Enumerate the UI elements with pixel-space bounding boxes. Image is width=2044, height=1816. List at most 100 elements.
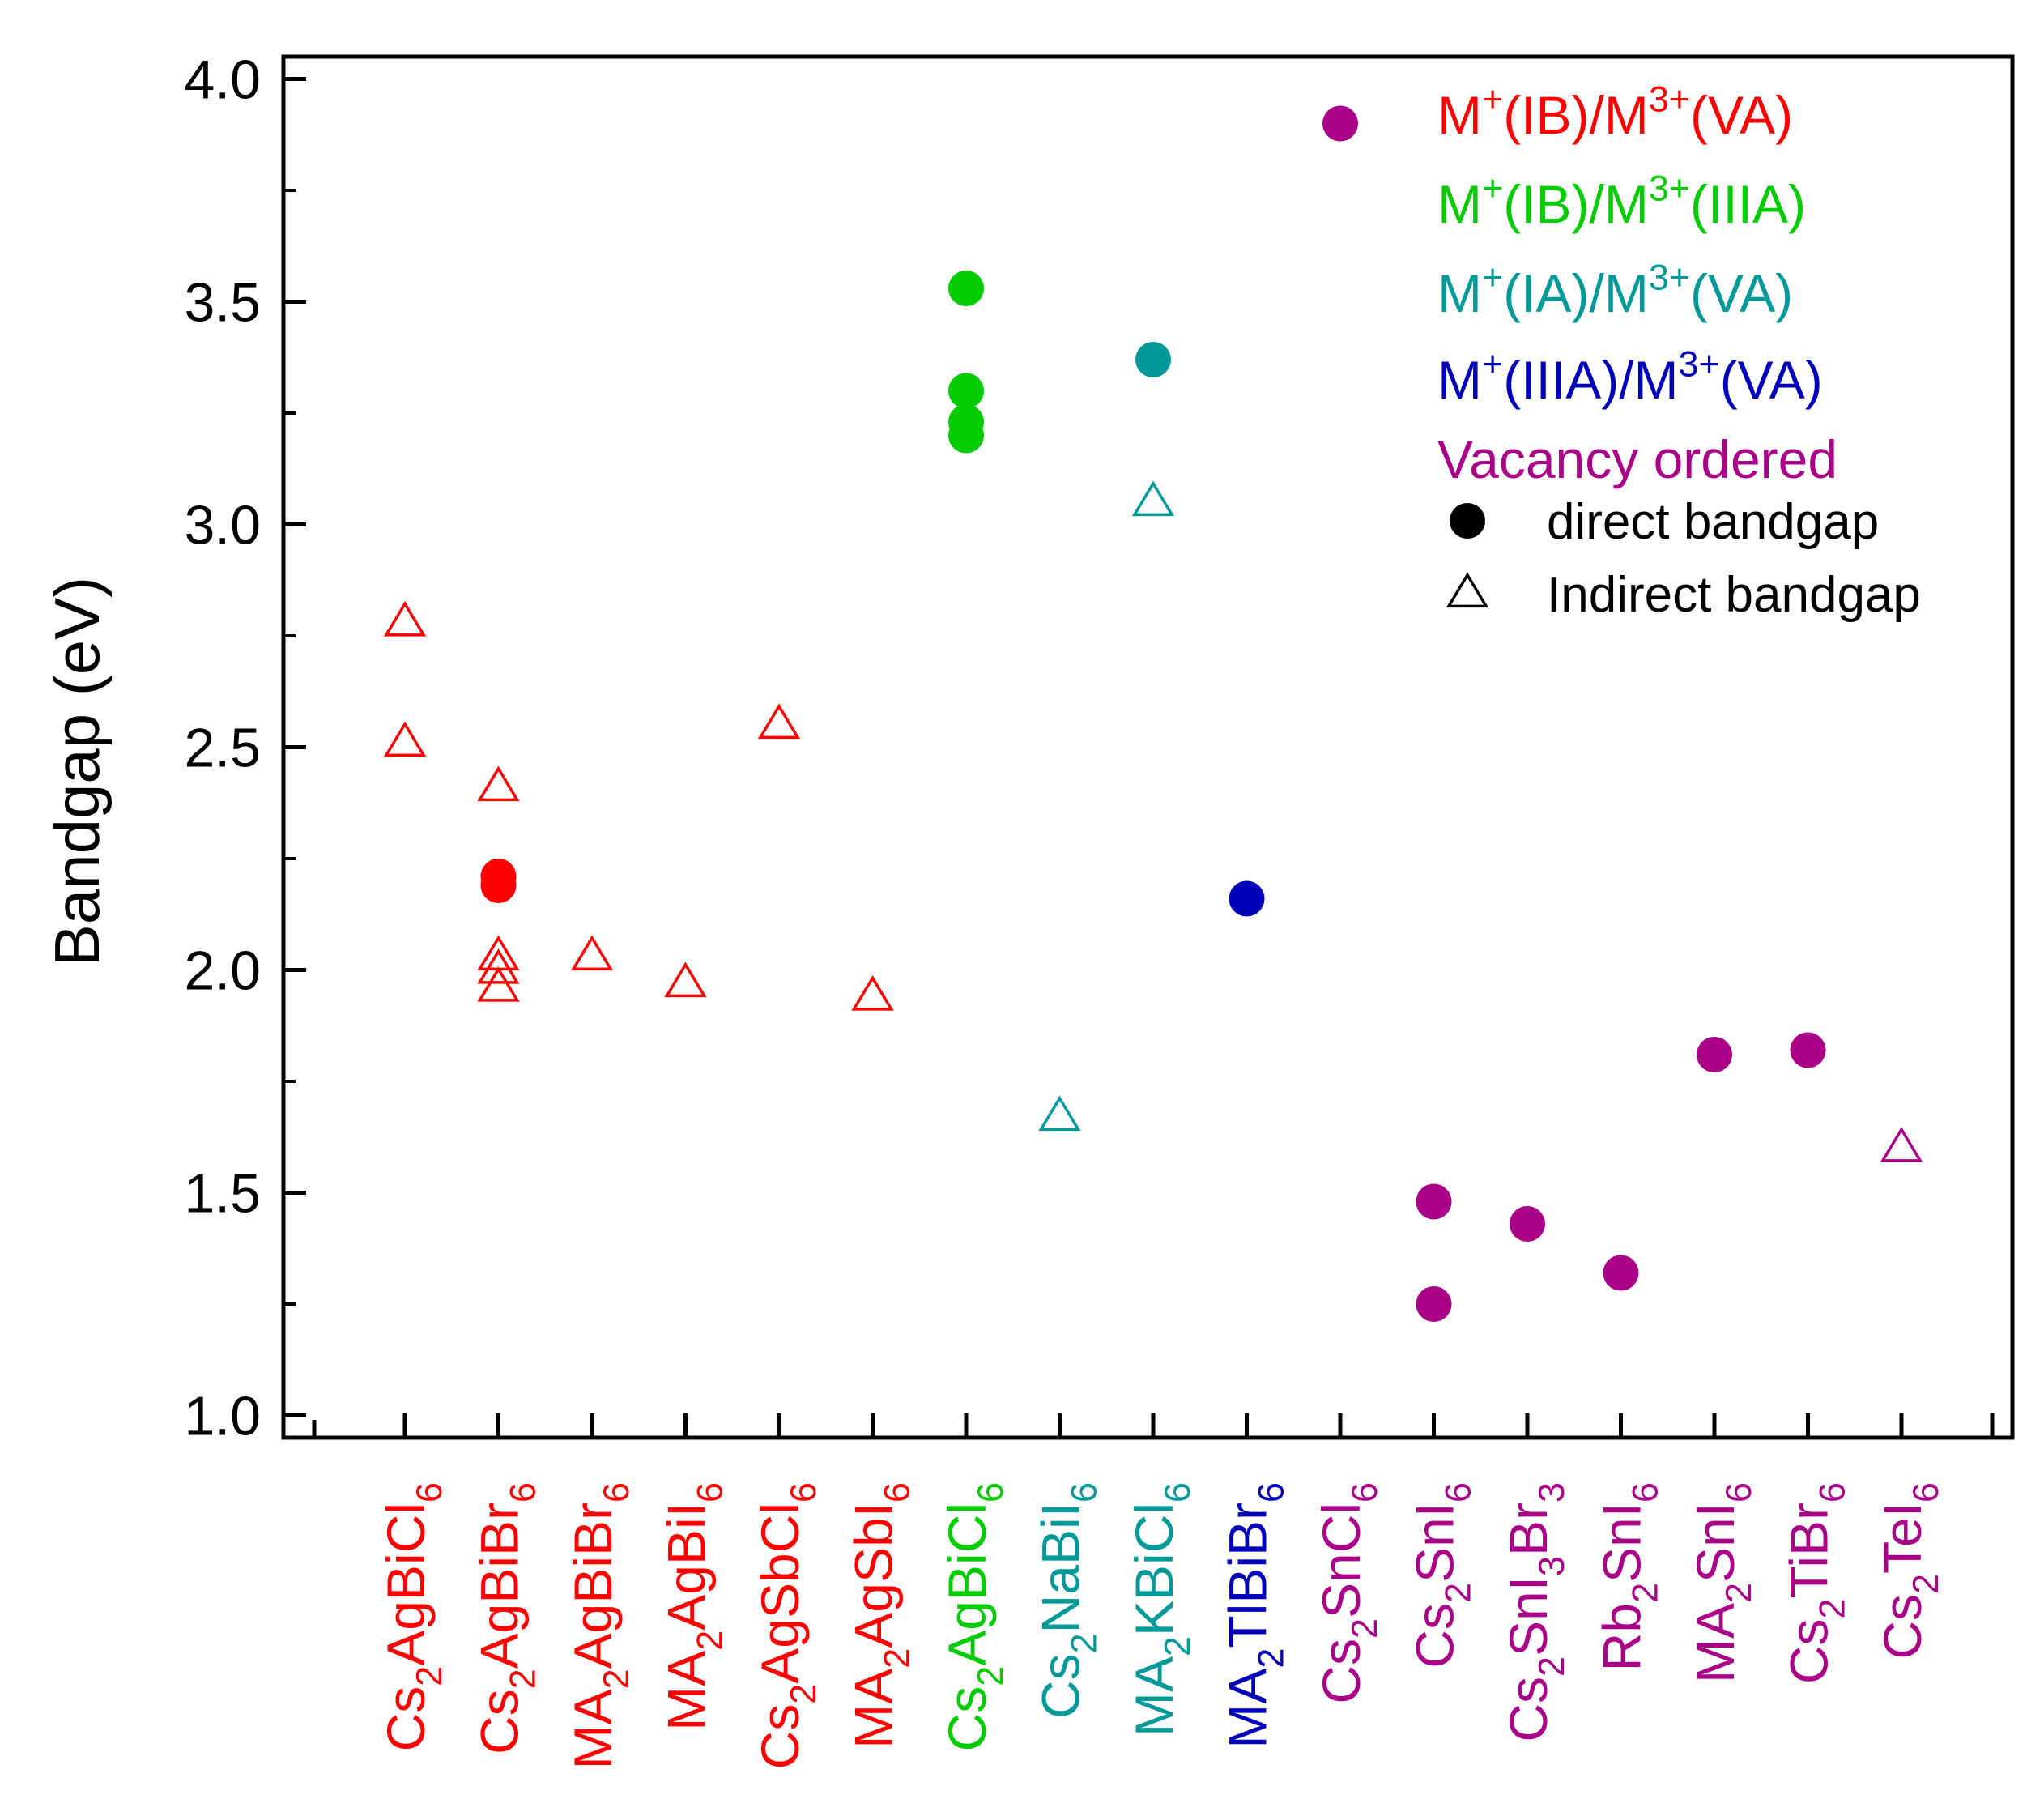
legend-entry-ia-va: M+(IA)/M3+(VA) [1437,256,1793,323]
x-tick-label: Cs2AgBiCl6 [376,1482,449,1751]
legend-marker-label: direct bandgap [1547,494,1879,550]
direct-bandgap-point [1603,1255,1639,1291]
y-tick-label: 1.0 [184,1386,261,1447]
x-tick-label-part: SnI [1405,1503,1465,1583]
legend-entry-iiia-va-part: M [1437,350,1482,410]
x-tick-label-part: 2 [689,1631,730,1651]
y-tick-label: 3.5 [184,272,261,334]
x-tick-label-part: 2 [595,1669,637,1689]
x-tick-label-part: 2 [1625,1583,1666,1603]
x-tick-label-part: Cs [1405,1603,1465,1669]
indirect-bandgap-point [383,600,427,637]
x-tick-label-part: 2 [1718,1583,1759,1603]
x-tick-label: MA2TlBiBr6 [1218,1482,1292,1749]
x-tick-label-part: 3 [1531,1556,1572,1576]
legend-entry-ib-iiia-part: (IIIA) [1690,174,1806,234]
direct-bandgap-point [1322,105,1358,142]
x-tick-label-part: MA [1218,1669,1278,1749]
y-axis-label: Bandgap (eV) [41,577,113,966]
x-tick-label: Cs2SnCl6 [1311,1482,1385,1704]
y-axis-ticks: 1.0 1.5 2.0 2.5 3.0 3.5 4.0 [184,49,306,1447]
x-tick-label-part: 2 [782,1684,824,1704]
x-tick-label-part: Cs [1872,1594,1932,1660]
legend-entry-ib-va: M+(IB)/M3+(VA) [1437,78,1793,145]
y-tick-label: 4.0 [184,49,261,111]
x-tick-label-part: 2 [1156,1636,1198,1656]
x-tick-label-part: AgSbCl [750,1503,810,1684]
x-tick-label: MA2SnI6 [1685,1482,1759,1683]
legend-entry-ib-iiia-part: M [1437,174,1482,234]
legend-entry-iiia-va: M+(IIIA)/M3+(VA) [1437,343,1823,410]
x-tick-label-part: 2 [408,1666,449,1686]
x-tick-label-part: 2 [1250,1648,1292,1669]
direct-bandgap-point [948,271,984,306]
legend-entry-ia-va-part: M [1437,263,1482,323]
legend-indirect-marker [1446,572,1489,608]
legend-entry-ia-va-part: (IA)/M [1503,263,1649,323]
legend-entry-ib-iiia: M+(IB)/M3+(IIIA) [1437,167,1806,234]
indirect-bandgap-point [851,974,894,1011]
legend-entry-iiia-va-part: + [1482,343,1503,384]
y-tick-label: 2.0 [184,940,261,1002]
legend-entry-ib-va-part: (VA) [1690,85,1793,145]
x-tick-label-part: 3 [1531,1482,1572,1503]
x-tick-label-part: AgBiI [657,1503,717,1631]
x-tick-label-part: MA [1685,1603,1745,1683]
x-tick-label-part: KBiCl [1124,1503,1184,1636]
x-tick-label: Cs2AgBiBr6 [470,1482,543,1754]
x-tick-label: Cs2TeI6 [1872,1482,1946,1660]
x-axis-ticks: Cs2AgBiCl6Cs2AgBiBr6MA2AgBiBr6MA2AgBiI6C… [312,1413,1995,1769]
direct-bandgap-point [1510,1206,1545,1242]
legend-marker-label: Indirect bandgap [1547,567,1921,623]
indirect-bandgap-point [757,703,801,740]
x-tick-label-part: MA [657,1651,717,1731]
x-tick-label-part: MA [563,1689,623,1769]
x-tick-label: MA2AgBiBr6 [563,1482,637,1769]
legend-entry-ia-va-part: (VA) [1690,263,1793,323]
x-tick-label: Cs2AgBiCl6 [937,1482,1011,1751]
x-tick-label-part: 6 [1156,1482,1198,1503]
legend-entry-ib-iiia-part: 3+ [1649,167,1690,208]
x-tick-label-part: SnI [1498,1576,1558,1656]
x-tick-label: Rb2SnI6 [1592,1482,1666,1671]
x-tick-label-part: 2 [1905,1574,1946,1594]
x-tick-label: Cs2NaBiI6 [1031,1482,1105,1719]
x-tick-label-part: Cs [376,1686,436,1752]
indirect-bandgap-point [664,961,707,998]
x-tick-label-part: Cs [1031,1653,1091,1719]
x-tick-label-part: AgBiCl [937,1503,997,1666]
direct-bandgap-point [1229,880,1265,917]
direct-bandgap-point [1416,1183,1452,1220]
indirect-bandgap-point [477,966,520,1002]
legend-entry-iiia-va-part: (IIIA)/M [1503,350,1678,410]
legend-entry-vacancy: Vacancy ordered [1437,429,1837,489]
x-tick-label-part: TiBr [1779,1503,1839,1599]
indirect-bandgap-point [1038,1095,1081,1132]
legend-entry-ia-va-part: 3+ [1649,256,1690,297]
y-tick-label: 2.5 [184,718,261,779]
x-tick-label: MA2AgSbI6 [844,1482,918,1749]
x-tick-label-part: 6 [1344,1482,1385,1503]
direct-bandgap-point [1697,1037,1732,1072]
x-tick-label-part: SnCl [1311,1503,1371,1618]
direct-bandgap-point [1416,1286,1452,1322]
legend-entry-ib-va-part: (IB)/M [1503,85,1649,145]
legend-entry-iiia-va-part: 3+ [1679,343,1720,384]
direct-bandgap-point [480,868,517,903]
legend-entry-ib-va-part: M [1437,85,1482,145]
x-tick-label-part: 2 [1531,1656,1572,1677]
legend-entry-ib-iiia-part: + [1482,167,1503,208]
x-tick-label: MA2KBiCl6 [1124,1482,1198,1737]
y-tick-label: 3.0 [184,495,261,556]
x-tick-label: Cs2TiBr6 [1779,1482,1853,1684]
x-tick-label-part: Cs [1311,1639,1371,1704]
x-tick-label-part: MA [1124,1656,1184,1737]
indirect-bandgap-point [570,935,614,971]
x-tick-label-part: Cs [470,1689,530,1754]
x-tick-label: MA2AgBiI6 [657,1482,730,1731]
legend-entry-ia-va-part: + [1482,256,1503,297]
x-tick-label-part: AgSbI [844,1503,904,1648]
legend-direct-marker [1450,503,1485,539]
x-tick-label-part: 6 [408,1482,449,1503]
